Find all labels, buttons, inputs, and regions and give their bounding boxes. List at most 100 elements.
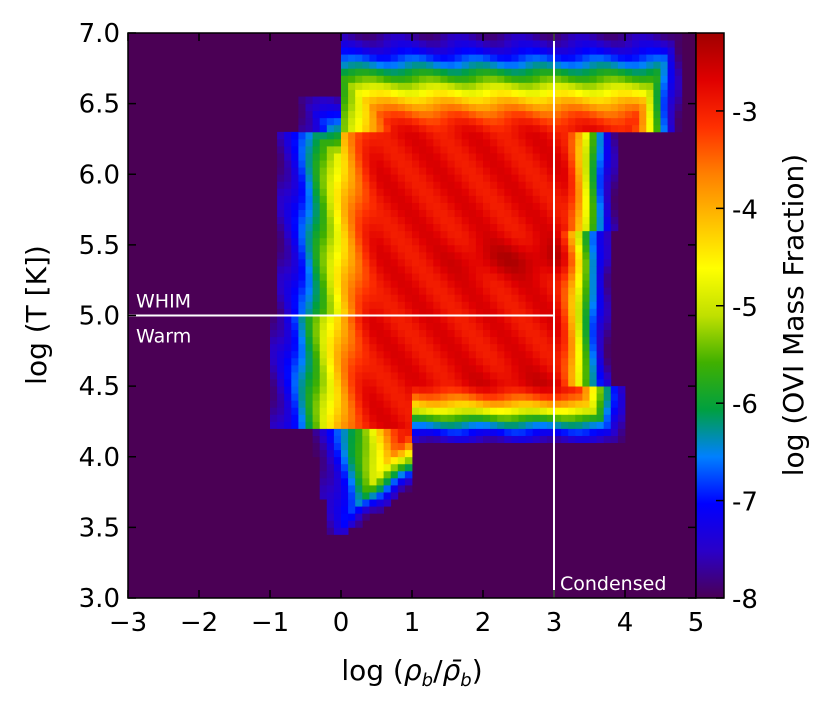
- heatmap-cell: [546, 230, 555, 239]
- heatmap-cell: [497, 379, 505, 387]
- heatmap-cell: [561, 153, 569, 161]
- heatmap-cell: [568, 47, 576, 55]
- heatmap-cell: [355, 153, 363, 161]
- heatmap-cell: [617, 428, 626, 436]
- heatmap-cell: [504, 188, 512, 196]
- heatmap-cell: [319, 407, 328, 415]
- heatmap-cell: [390, 40, 399, 48]
- heatmap-cell: [596, 146, 605, 154]
- heatmap-cell: [447, 75, 455, 83]
- heatmap-cell: [333, 456, 342, 465]
- heatmap-cell: [610, 202, 619, 210]
- heatmap-cell: [440, 428, 448, 436]
- heatmap-cell: [497, 329, 505, 338]
- heatmap-cell: [461, 329, 470, 338]
- heatmap-cell: [369, 153, 377, 161]
- heatmap-cell: [554, 280, 562, 288]
- heatmap-cell: [610, 131, 619, 140]
- heatmap-cell: [284, 131, 292, 140]
- heatmap-cell: [483, 407, 491, 415]
- heatmap-cell: [397, 386, 406, 394]
- heatmap-cell: [326, 223, 335, 232]
- heatmap-cell: [383, 329, 392, 338]
- heatmap-cell: [383, 138, 392, 147]
- heatmap-cell: [504, 82, 512, 90]
- heatmap-cell: [490, 343, 498, 352]
- heatmap-cell: [277, 329, 285, 338]
- heatmap-cell: [291, 216, 299, 225]
- heatmap-cell: [575, 301, 583, 309]
- heatmap-cell: [518, 131, 526, 140]
- heatmap-cell: [412, 407, 420, 415]
- heatmap-cell: [582, 251, 590, 260]
- heatmap-cell: [575, 259, 583, 267]
- heatmap-cell: [397, 379, 406, 387]
- heatmap-cell: [390, 244, 399, 253]
- heatmap-cell: [362, 47, 370, 55]
- heatmap-cell: [646, 47, 654, 55]
- heatmap-cell: [497, 223, 505, 232]
- heatmap-cell: [447, 117, 455, 126]
- heatmap-cell: [319, 400, 328, 408]
- heatmap-cell: [397, 301, 406, 309]
- heatmap-cell: [667, 110, 676, 119]
- heatmap-cell: [412, 336, 420, 345]
- heatmap-cell: [504, 153, 512, 161]
- heatmap-cell: [326, 209, 335, 218]
- heatmap-cell: [419, 160, 427, 168]
- heatmap-cell: [355, 209, 363, 218]
- heatmap-cell: [461, 386, 470, 394]
- heatmap-cell: [525, 259, 534, 267]
- heatmap-cell: [348, 89, 356, 97]
- heatmap-cell: [497, 357, 505, 366]
- heatmap-cell: [554, 287, 562, 295]
- heatmap-cell: [419, 138, 427, 147]
- heatmap-cell: [511, 209, 519, 218]
- heatmap-cell: [617, 96, 626, 105]
- heatmap-cell: [298, 322, 306, 331]
- heatmap-cell: [617, 400, 626, 408]
- heatmap-cell: [333, 223, 342, 232]
- heatmap-cell: [348, 47, 356, 55]
- heatmap-cell: [355, 131, 363, 140]
- heatmap-cell: [404, 308, 413, 316]
- heatmap-cell: [568, 379, 576, 387]
- heatmap-cell: [404, 294, 413, 302]
- heatmap-cell: [660, 47, 668, 55]
- heatmap-cell: [525, 188, 534, 196]
- heatmap-cell: [539, 131, 548, 140]
- heatmap-cell: [369, 82, 377, 90]
- heatmap-cell: [447, 322, 455, 331]
- heatmap-cell: [532, 153, 541, 161]
- heatmap-cell: [518, 428, 526, 436]
- heatmap-cell: [291, 181, 299, 189]
- heatmap-cell: [298, 280, 306, 288]
- heatmap-cell: [461, 400, 470, 408]
- heatmap-cell: [404, 301, 413, 309]
- heatmap-cell: [291, 287, 299, 295]
- heatmap-cell: [447, 181, 455, 189]
- heatmap-cell: [596, 329, 605, 338]
- heatmap-cell: [568, 153, 576, 161]
- heatmap-cell: [383, 251, 392, 260]
- heatmap-cell: [468, 160, 477, 168]
- heatmap-cell: [468, 223, 477, 232]
- heatmap-cell: [610, 216, 619, 225]
- heatmap-cell: [483, 75, 491, 83]
- heatmap-cell: [369, 364, 377, 373]
- heatmap-cell: [483, 117, 491, 126]
- heatmap-cell: [369, 47, 377, 55]
- heatmap-cell: [582, 308, 590, 316]
- heatmap-cell: [412, 174, 420, 182]
- heatmap-cell: [376, 280, 384, 288]
- heatmap-cell: [348, 167, 356, 175]
- heatmap-cell: [369, 96, 377, 105]
- heatmap-cell: [277, 146, 285, 154]
- heatmap-cell: [532, 301, 541, 309]
- heatmap-cell: [447, 280, 455, 288]
- heatmap-cell: [639, 110, 647, 119]
- heatmap-cell: [284, 167, 292, 175]
- heatmap-cell: [305, 400, 313, 408]
- heatmap-cell: [589, 54, 597, 62]
- heatmap-cell: [298, 266, 306, 274]
